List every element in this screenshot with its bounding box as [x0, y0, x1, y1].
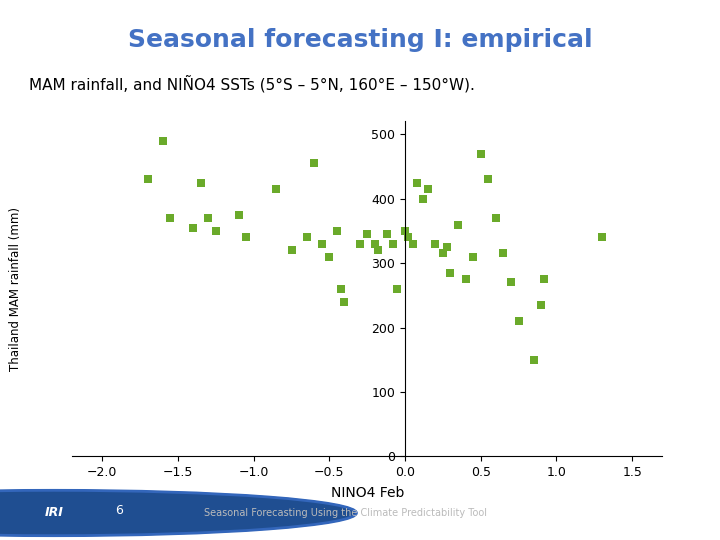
Text: Seasonal forecasting I: empirical: Seasonal forecasting I: empirical [127, 29, 593, 52]
Point [157, 137, 168, 145]
Point [392, 285, 403, 293]
Point [402, 233, 414, 242]
Point [323, 252, 335, 261]
Point [387, 240, 399, 248]
Circle shape [0, 490, 356, 536]
Point [411, 178, 423, 187]
Point [361, 230, 373, 239]
Point [430, 240, 441, 248]
Point [418, 194, 429, 203]
Point [441, 242, 453, 251]
Point [528, 355, 539, 364]
Point [400, 227, 411, 235]
Text: Seasonal Forecasting Using the Climate Predictability Tool: Seasonal Forecasting Using the Climate P… [204, 508, 487, 518]
Point [202, 214, 214, 222]
Point [539, 275, 550, 284]
Point [452, 220, 464, 229]
Point [475, 150, 487, 158]
Text: MAM rainfall, and NIÑO4 SSTs (5°S – 5°N, 160°E – 150°W).: MAM rainfall, and NIÑO4 SSTs (5°S – 5°N,… [29, 75, 474, 92]
Point [372, 246, 384, 254]
Point [596, 233, 608, 242]
Point [490, 214, 502, 222]
Point [505, 278, 517, 287]
Point [195, 178, 207, 187]
Y-axis label: Thailand MAM rainfall (mm): Thailand MAM rainfall (mm) [9, 207, 22, 371]
Point [460, 275, 472, 284]
Text: International Research Institute
for Climate and Society
EARTH INSTITUTE  COLUMB: International Research Institute for Cli… [538, 497, 713, 529]
Point [467, 252, 479, 261]
Point [316, 240, 328, 248]
Point [336, 285, 347, 293]
Point [369, 240, 381, 248]
Point [354, 240, 365, 248]
X-axis label: NINO4 Feb: NINO4 Feb [330, 486, 404, 500]
Point [338, 298, 350, 306]
Text: 6: 6 [115, 504, 122, 517]
Point [422, 185, 433, 193]
Point [331, 227, 343, 235]
Point [498, 249, 509, 258]
Point [513, 317, 524, 326]
Point [482, 175, 494, 184]
Point [240, 233, 252, 242]
Point [437, 249, 449, 258]
Point [271, 185, 282, 193]
Point [187, 224, 199, 232]
Point [142, 175, 153, 184]
Point [445, 268, 456, 277]
Point [301, 233, 312, 242]
Point [308, 159, 320, 167]
Text: IRI: IRI [45, 507, 63, 519]
Point [536, 301, 547, 309]
Point [233, 211, 244, 219]
Point [210, 227, 222, 235]
Point [407, 240, 418, 248]
Point [381, 230, 392, 239]
Point [165, 214, 176, 222]
Point [286, 246, 297, 254]
